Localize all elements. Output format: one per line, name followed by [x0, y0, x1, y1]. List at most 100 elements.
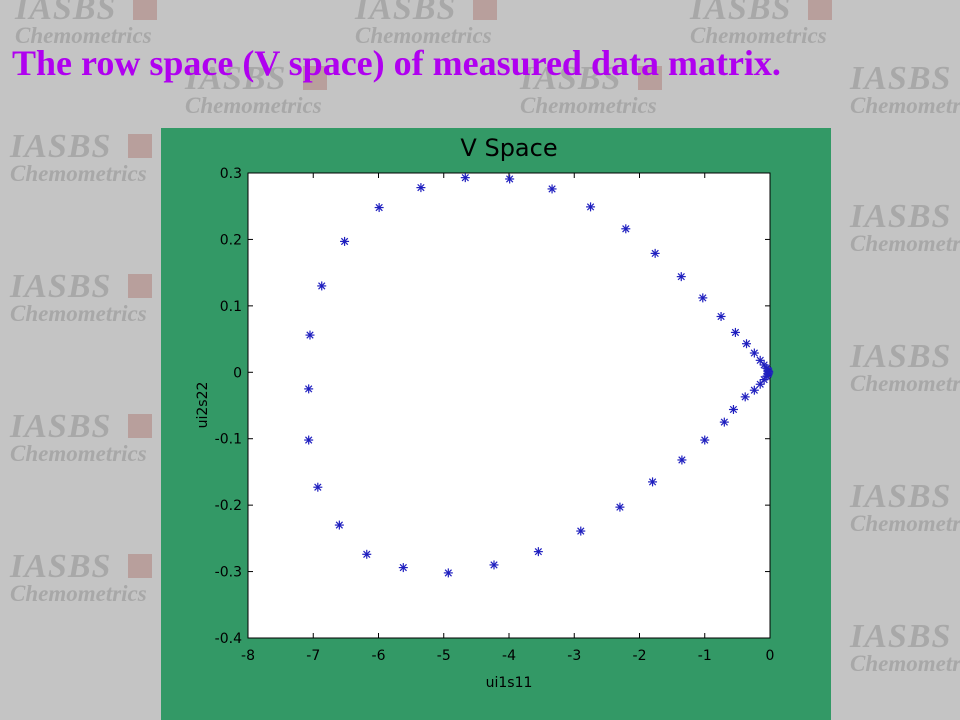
x-tick-label: -1	[698, 648, 712, 664]
data-point	[305, 330, 315, 340]
watermark-chemometrics-text: Chemometrics	[850, 93, 960, 118]
data-point	[374, 203, 384, 213]
watermark-logo-icon	[133, 0, 157, 20]
y-axis-ticks: -0.4 -0.3 -0.2 -0.1 0 0.1 0.2 0.3	[215, 166, 770, 647]
x-tick-label: -3	[567, 648, 581, 664]
x-axis-ticks: -8 -7 -6 -5 -4 -3 -2 -1 0	[241, 173, 774, 664]
y-tick-label: -0.3	[215, 565, 242, 581]
data-point	[304, 435, 314, 445]
x-tick-label: -5	[437, 648, 451, 664]
data-point	[676, 272, 686, 282]
data-point	[698, 293, 708, 303]
data-point	[460, 173, 470, 183]
data-point	[749, 385, 759, 395]
watermark-iasbs-text: IASBS	[10, 548, 112, 585]
data-point	[621, 224, 631, 234]
watermark-iasbs-text: IASBS	[850, 60, 952, 97]
figure-panel: -0.4 -0.3 -0.2 -0.1 0 0.1 0.2 0.3 -8 -7 -6 -5 -4 -3-…	[161, 128, 831, 720]
data-point	[755, 379, 765, 389]
plot-area	[247, 172, 771, 639]
watermark-chemometrics-text: Chemometrics	[850, 651, 960, 676]
watermark-iasbs-text: IASBS	[850, 338, 952, 375]
watermark-iasbs-text: IASBS	[690, 0, 792, 27]
y-tick-label: 0.3	[220, 166, 242, 182]
watermark-iasbs-text: IASBS	[10, 128, 112, 165]
data-point	[749, 348, 759, 358]
data-point	[334, 520, 344, 530]
watermark-logo-icon	[128, 274, 152, 298]
watermark-logo-icon	[473, 0, 497, 20]
watermark-chemometrics-text: Chemometrics	[520, 93, 657, 118]
x-tick-label: -7	[306, 648, 320, 664]
data-point	[615, 502, 625, 512]
watermark-chemometrics-text: Chemometrics	[10, 581, 147, 606]
data-point	[533, 547, 543, 557]
y-tick-label: -0.4	[215, 631, 242, 647]
y-tick-label: 0	[233, 365, 242, 381]
data-point	[340, 236, 350, 246]
watermark-chemometrics-text: Chemometrics	[10, 161, 147, 186]
data-point	[728, 404, 738, 414]
data-point	[576, 526, 586, 536]
watermark-logo-icon	[128, 414, 152, 438]
data-point	[719, 417, 729, 427]
y-axis-label: ui2s22	[195, 382, 211, 429]
v-space-scatter-chart: -0.4-0.3-0.2-0.100.10.20.3 -8 -7 -6 -5 -4 -3-…	[195, 134, 774, 691]
data-points	[304, 173, 774, 578]
watermark-iasbs-text: IASBS	[850, 198, 952, 235]
data-point	[443, 568, 453, 578]
chart-title: V Space	[460, 134, 557, 162]
x-tick-label: -8	[241, 648, 255, 664]
x-axis-label: ui1s11	[486, 675, 533, 691]
watermark-chemometrics-text: Chemometrics	[10, 301, 147, 326]
data-point	[677, 455, 687, 465]
data-point	[730, 327, 740, 337]
watermark-chemometrics-text: Chemometrics	[850, 231, 960, 256]
data-point	[317, 281, 327, 291]
watermark-iasbs-text: IASBS	[355, 0, 457, 27]
y-tick-label: -0.1	[215, 432, 242, 448]
y-tick-label: 0.1	[220, 299, 242, 315]
data-point	[304, 384, 314, 394]
watermark-logo-icon	[808, 0, 832, 20]
y-tick-label: -0.2	[215, 498, 242, 514]
data-point	[740, 392, 750, 402]
slide-title: The row space (V space) of measured data…	[12, 43, 781, 83]
watermark-chemometrics-text: Chemometrics	[850, 371, 960, 396]
x-tick-label: -4	[502, 648, 516, 664]
data-point	[742, 339, 752, 349]
watermark-iasbs-text: IASBS	[850, 618, 952, 655]
watermark-chemometrics-text: Chemometrics	[185, 93, 322, 118]
data-point	[313, 482, 323, 492]
x-tick-label: -6	[372, 648, 386, 664]
data-point	[505, 174, 515, 184]
watermark-logo-icon	[128, 134, 152, 158]
x-tick-label: -2	[633, 648, 647, 664]
data-point	[716, 311, 726, 321]
data-point	[362, 549, 372, 559]
data-point	[700, 435, 710, 445]
watermark-iasbs-text: IASBS	[15, 0, 117, 27]
watermark-logo-icon	[128, 554, 152, 578]
data-point	[398, 563, 408, 573]
x-tick-label: 0	[766, 648, 775, 664]
watermark-chemometrics-text: Chemometrics	[850, 511, 960, 536]
data-point	[650, 248, 660, 258]
data-point	[547, 184, 557, 194]
watermark-iasbs-text: IASBS	[850, 478, 952, 515]
data-point	[586, 202, 596, 212]
data-point	[489, 560, 499, 570]
y-tick-label: 0.2	[220, 232, 242, 248]
